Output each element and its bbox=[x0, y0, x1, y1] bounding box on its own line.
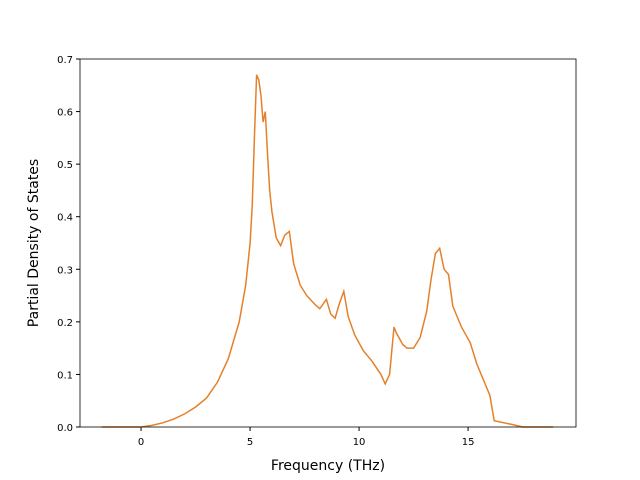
x-tick-label: 10 bbox=[353, 437, 366, 448]
y-tick-label: 0.4 bbox=[57, 213, 73, 224]
x-axis-label: Frequency (THz) bbox=[271, 458, 385, 474]
line-series bbox=[101, 74, 554, 428]
x-tick-label: 15 bbox=[462, 437, 475, 448]
y-tick-label: 0.6 bbox=[57, 108, 73, 119]
y-tick-label: 0.7 bbox=[57, 55, 73, 66]
y-tick-label: 0.1 bbox=[57, 370, 73, 381]
y-tick-label: 0.3 bbox=[57, 265, 73, 276]
plot-frame bbox=[79, 58, 577, 428]
y-tick-label: 0.5 bbox=[57, 160, 73, 171]
y-tick-label: 0.2 bbox=[57, 318, 73, 329]
x-tick-label: 5 bbox=[247, 437, 253, 448]
x-tick-label: 0 bbox=[138, 437, 144, 448]
y-tick-label: 0.0 bbox=[57, 423, 73, 434]
y-axis-label: Partial Density of States bbox=[26, 159, 42, 327]
